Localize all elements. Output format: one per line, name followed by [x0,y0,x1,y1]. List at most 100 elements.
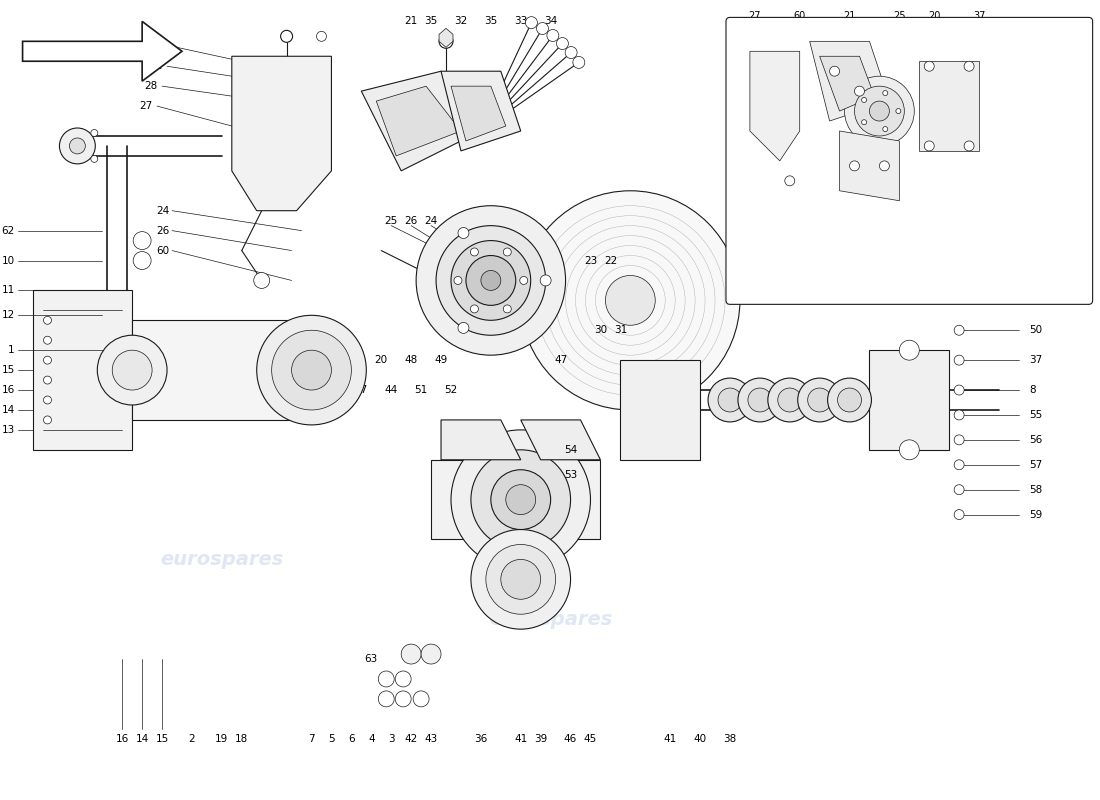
Circle shape [44,396,52,404]
Circle shape [416,206,565,355]
Text: 25: 25 [385,216,398,226]
Circle shape [861,98,867,102]
Text: 48: 48 [405,355,418,365]
Circle shape [900,340,920,360]
Text: 17: 17 [354,385,368,395]
Polygon shape [839,131,900,201]
Circle shape [895,109,901,114]
Text: 23: 23 [584,255,597,266]
Circle shape [504,248,512,256]
Circle shape [557,38,569,50]
Circle shape [964,141,975,151]
Circle shape [954,410,964,420]
Text: eurospares: eurospares [488,330,613,350]
Text: 15: 15 [1,365,14,375]
Text: 33: 33 [514,16,527,26]
Circle shape [540,275,551,286]
Circle shape [402,644,421,664]
Text: 55: 55 [1028,410,1042,420]
Text: 20: 20 [928,11,940,22]
Circle shape [466,255,516,306]
Bar [431,460,601,539]
Polygon shape [451,86,506,141]
Text: eurospares: eurospares [488,610,613,629]
Text: 13: 13 [1,425,14,435]
Circle shape [855,86,865,96]
Text: 44: 44 [385,385,398,395]
Text: 46: 46 [564,734,578,744]
Circle shape [829,66,839,76]
Polygon shape [33,290,132,450]
Circle shape [954,326,964,335]
Polygon shape [441,420,520,460]
Text: 28: 28 [144,81,157,91]
Text: 10: 10 [1,255,14,266]
Text: 5: 5 [328,734,334,744]
Text: 12: 12 [1,310,14,320]
Text: 3: 3 [388,734,395,744]
Circle shape [133,232,151,250]
Circle shape [954,435,964,445]
Circle shape [59,128,96,164]
Circle shape [520,190,740,410]
Text: 36: 36 [474,734,487,744]
Text: 43: 43 [425,734,438,744]
Text: 60: 60 [156,246,169,255]
Text: 27: 27 [749,11,761,22]
Circle shape [883,126,888,131]
Text: Soluzione superata: Soluzione superata [805,239,933,252]
Text: 63: 63 [365,654,378,664]
Text: 14: 14 [135,734,149,744]
Text: 52: 52 [444,385,458,395]
Polygon shape [620,360,700,460]
FancyBboxPatch shape [726,18,1092,304]
Circle shape [421,644,441,664]
Text: 21: 21 [844,11,856,22]
Circle shape [44,316,52,324]
Polygon shape [376,86,461,156]
Circle shape [44,376,52,384]
Text: 30: 30 [594,326,607,335]
Text: 40: 40 [693,734,706,744]
Circle shape [798,378,842,422]
Circle shape [97,335,167,405]
Circle shape [807,388,832,412]
Circle shape [439,34,453,48]
Text: 1: 1 [8,345,14,355]
Circle shape [526,17,538,29]
Circle shape [292,350,331,390]
Text: 20: 20 [375,355,388,365]
Circle shape [879,161,890,171]
Text: 49: 49 [434,355,448,365]
Text: 27: 27 [139,101,152,111]
Circle shape [827,378,871,422]
Circle shape [883,90,888,95]
Circle shape [436,226,546,335]
Circle shape [738,378,782,422]
Circle shape [954,385,964,395]
Circle shape [486,545,556,614]
Circle shape [954,355,964,365]
Circle shape [280,30,293,42]
Circle shape [784,176,794,186]
Text: 11: 11 [1,286,14,295]
Text: 42: 42 [405,734,418,744]
Circle shape [954,485,964,494]
Text: 35: 35 [425,16,438,26]
Circle shape [519,277,528,285]
Text: 6: 6 [348,734,354,744]
Circle shape [708,378,752,422]
Text: 59: 59 [1028,510,1042,519]
Circle shape [849,161,859,171]
Circle shape [378,691,394,707]
Text: 47: 47 [554,355,568,365]
Polygon shape [361,71,481,171]
Circle shape [112,350,152,390]
Circle shape [44,356,52,364]
Text: 32: 32 [454,16,467,26]
Text: 2: 2 [188,734,196,744]
Text: 38: 38 [724,734,737,744]
Circle shape [954,510,964,519]
Circle shape [44,416,52,424]
Circle shape [924,62,934,71]
